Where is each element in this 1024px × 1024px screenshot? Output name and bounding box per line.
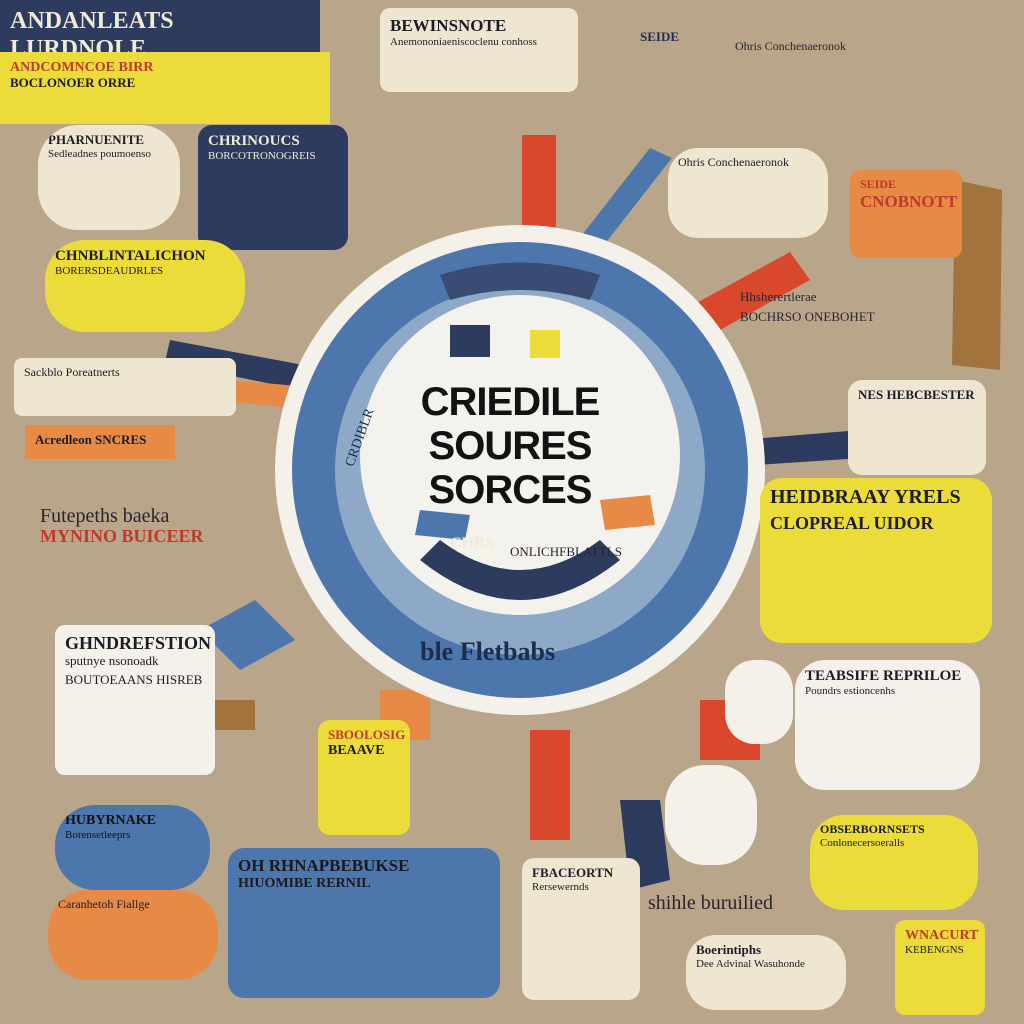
bubble-right-6-title: OBSERBORNSETS (820, 822, 925, 836)
text-left-6-sub: MYNINO BUICEER (40, 526, 204, 546)
bubble-left-3-title: CHNBLINTALICHON (55, 248, 206, 264)
center-title-line-3: SORCES (428, 468, 593, 512)
bubble-bottom-left-text: Caranhetoh Fiallge (58, 897, 150, 911)
center-title: CRIEDILE SOURES SORCES (400, 380, 620, 512)
banner-bottom-right: WNACURT KEBENGNS (895, 920, 985, 1015)
ribbon-top-red (522, 135, 556, 255)
banner-right-orange-title: CNOBNOTT (860, 191, 958, 211)
bubble-bottom-1: SBOOLOSIG BEAAVE (318, 720, 410, 835)
ring-label-bottom: ble Fletbabs (420, 637, 556, 666)
bubble-right-6: OBSERBORNSETS Conlonecersoeralls (810, 815, 978, 910)
text-block-right-2: Hhsherertlerae BOCHRSO ONEBOHET (740, 289, 970, 325)
bubble-left-5: Acredleon SNCRES (25, 425, 175, 459)
ribbon-right-brown (952, 180, 1002, 370)
bubble-left-1-title: PHARNUENITE (48, 132, 145, 147)
bubble-left-2: CHRINOUCS BORCOTRONOGREIS (198, 125, 348, 250)
bubble-left-9-text: Borensetleeprs (65, 829, 131, 842)
top-right-text-block: Ohris Conchenaeronok (735, 39, 895, 53)
bubble-left-5-text: Acredleon SNCRES (35, 432, 147, 447)
bubble-right-3-title: NES HEBCBESTER (858, 387, 975, 402)
text-left-6-title: Futepeths baeka (40, 505, 170, 527)
bubble-top-center: BEWINSNOTE Anemononiaeniscoclenu conhoss (380, 8, 578, 92)
bubble-bottom-4-text: Dee Advinal Wasuhonde (696, 957, 805, 970)
banner-bottom-right-text: KEBENGNS (905, 944, 964, 957)
bubble-bottom-3-title: FBACEORTN (532, 865, 614, 880)
bubble-right-1-text: Ohris Conchenaeronok (678, 155, 789, 169)
text-right-2-text: BOCHRSO ONEBOHET (740, 309, 875, 325)
bubble-right-3: NES HEBCBESTER (848, 380, 986, 475)
bubble-bottom-6 (725, 660, 793, 744)
ribbon-top-blue (578, 148, 672, 250)
ribbon-right-navy (740, 430, 862, 466)
text-bottom-5: shihle buruilied (648, 892, 773, 914)
banner-bottom-right-title: WNACURT (905, 928, 979, 943)
bubble-bottom-1-title: SBOOLOSIG (328, 727, 406, 742)
top-mid-scrawl-text: SEIDE (640, 29, 680, 44)
bubble-left-1: PHARNUENITE Sedleadnes poumoenso (38, 125, 180, 230)
ring-top-navy (440, 262, 600, 300)
banner-top-left-yellow: ANDCOMNCOE BIRR BOCLONOER ORRE (0, 52, 330, 124)
bubble-bottom-2: OH RHNAPBEBUKSE HIUOMIBE RERNIL (228, 848, 500, 998)
banner-right-orange: SEIDE CNOBNOTT (850, 170, 962, 258)
bubble-left-9-title: HUBYRNAKE (65, 813, 157, 828)
bubble-bottom-3-text: Rersewernds (532, 880, 589, 893)
bubble-left-4-text: Sackblo Poreatnerts (24, 365, 120, 379)
ring-orange-tab (600, 495, 655, 530)
ring-navy-tab (450, 325, 490, 357)
bubble-left-2-title: CHRINOUCS (208, 133, 300, 149)
bubble-right-5: TEABSIFE REPRILOE Poundrs estioncenhs (795, 660, 980, 790)
bubble-left-8-text: BOUTOEAANS HISREB (65, 671, 203, 687)
banner-top-left: ANDANLEATS LURDNOLE (0, 0, 320, 52)
bubble-right-4: HEIDBRAAY YRELS CLOPREAL UIDOR (760, 478, 992, 643)
banner-top-left-sub2: BOCLONOER ORRE (10, 75, 136, 91)
banner-right-orange-top: SEIDE (860, 177, 897, 191)
ring-label-mid: CHRS (450, 535, 495, 552)
bubble-bottom-2-text: HIUOMIBE RERNIL (238, 875, 371, 891)
center-title-line-2: SOURES (428, 424, 593, 468)
bubble-bottom-1-text: BEAAVE (328, 742, 385, 758)
bubble-bottom-4: Boerintiphs Dee Advinal Wasuhonde (686, 935, 846, 1010)
top-mid-scrawl: SEIDE (640, 29, 720, 44)
bubble-right-5-text: Poundrs estioncenhs (805, 685, 896, 698)
bubble-right-5-title: TEABSIFE REPRILOE (805, 668, 962, 684)
bubble-bottom-left: Caranhetoh Fiallge (48, 890, 218, 980)
banner-top-left-sub: ANDCOMNCOE BIRR (10, 60, 154, 75)
ring-yellow-tab (530, 330, 560, 358)
bubble-left-7-text: sputnye nsonoadk (65, 652, 159, 668)
ring-label-mid2: ONLICHFBLATTLS (510, 544, 622, 559)
bubble-right-1: Ohris Conchenaeronok (668, 148, 828, 238)
bubble-bottom-7 (665, 765, 757, 865)
bubble-left-2-text: BORCOTRONOGREIS (208, 150, 316, 163)
bubble-bottom-4-title: Boerintiphs (696, 942, 762, 957)
bubble-right-4-title: HEIDBRAAY YRELS (770, 486, 961, 508)
text-block-left-6: Futepeths baeka MYNINO BUICEER (40, 505, 250, 547)
bubble-left-3: CHNBLINTALICHON BORERSDEAUDRLES (45, 240, 245, 332)
bubble-left-3-text: BORERSDEAUDRLES (55, 265, 164, 278)
bubble-bottom-2-title: OH RHNAPBEBUKSE (238, 856, 410, 875)
bubble-left-9: HUBYRNAKE Borensetleeprs (55, 805, 210, 890)
ribbon-left-navy (165, 340, 330, 395)
top-right-text: Ohris Conchenaeronok (735, 39, 846, 53)
text-right-2-title: Hhsherertlerae (740, 289, 817, 304)
bubble-right-6-text: Conlonecersoeralls (820, 836, 905, 849)
ribbon-bottom-red (530, 730, 570, 840)
bubble-left-7-title: GHNDREFSTION (65, 633, 212, 653)
bubble-right-4-text: CLOPREAL UIDOR (770, 513, 934, 533)
bubble-left-7: GHNDREFSTION sputnye nsonoadk BOUTOEAANS… (55, 625, 215, 775)
ring-navy-arc (420, 540, 620, 600)
center-title-line-1: CRIEDILE (420, 380, 601, 424)
banner-top-left-title: ANDANLEATS LURDNOLE (10, 8, 174, 52)
bubble-top-center-title: BEWINSNOTE (390, 16, 507, 35)
ribbon-bottomleft-blue (200, 600, 295, 670)
ring-blue-tab (415, 510, 470, 540)
bubble-top-center-text: Anemononiaeniscoclenu conhoss (390, 35, 537, 48)
bubble-left-4: Sackblo Poreatnerts (14, 358, 236, 416)
bubble-left-1-text: Sedleadnes poumoenso (48, 147, 151, 160)
bubble-bottom-3: FBACEORTN Rersewernds (522, 858, 640, 1000)
